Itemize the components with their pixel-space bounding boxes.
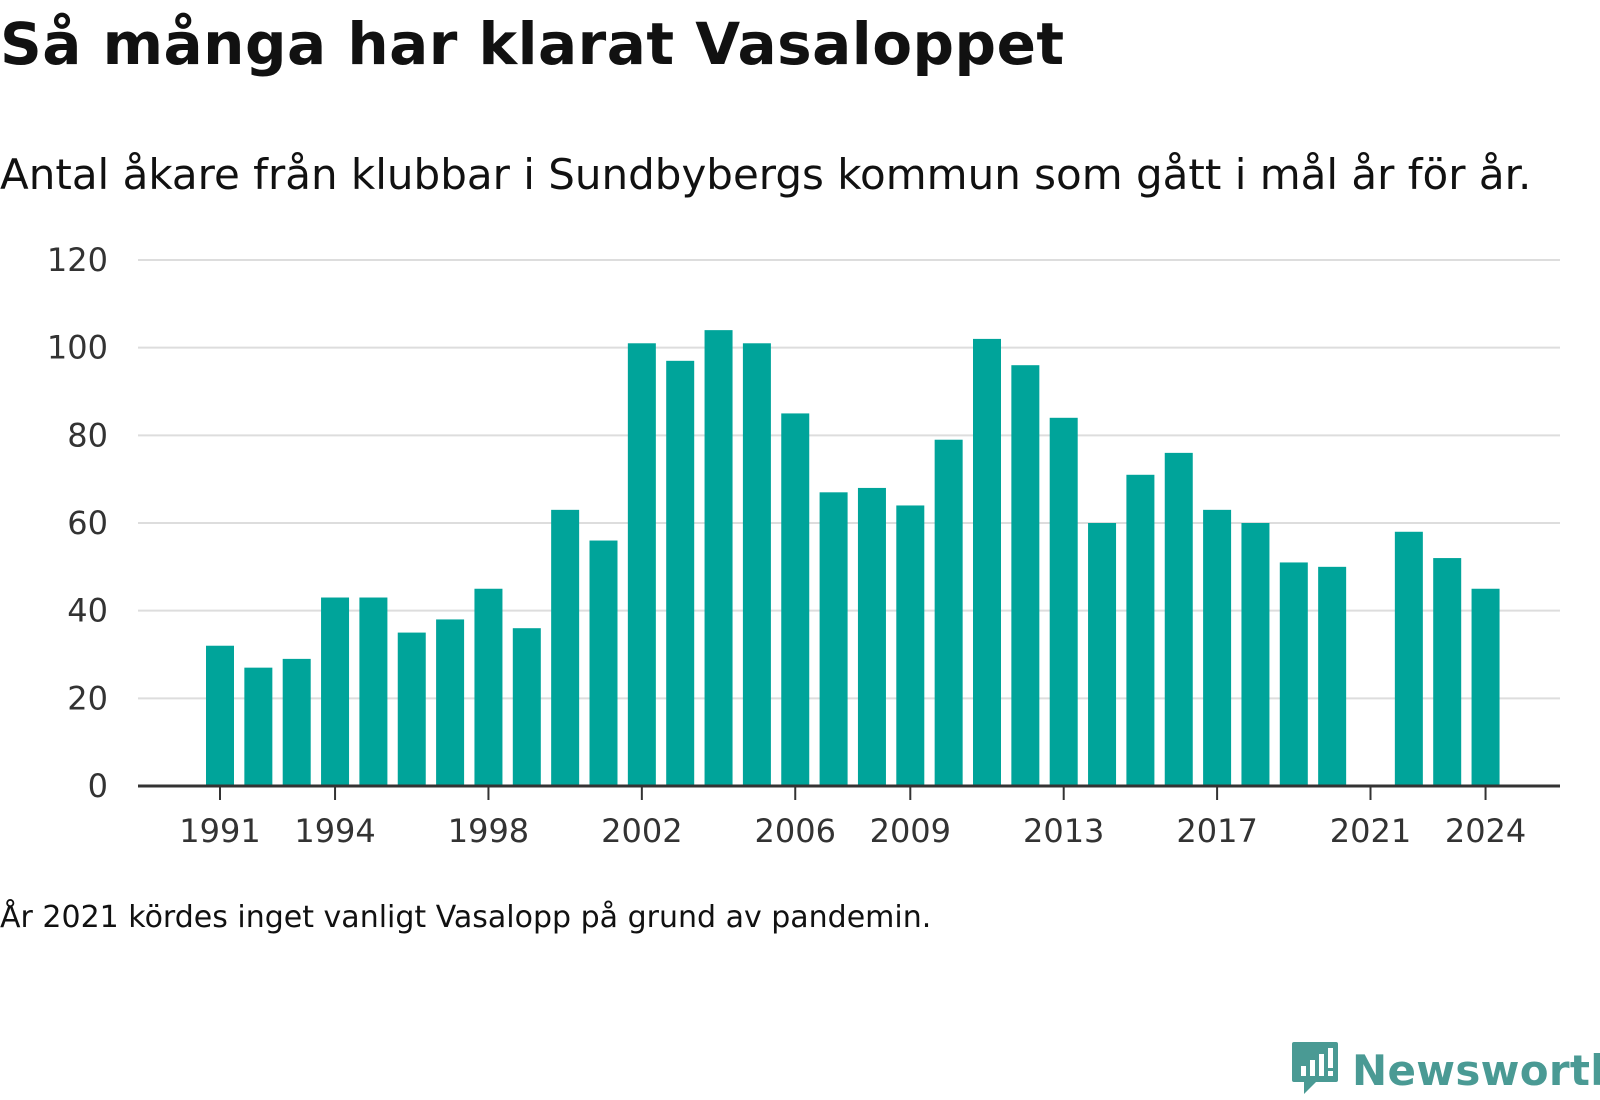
bar-2018 — [1241, 523, 1270, 786]
y-tick-label: 20 — [67, 679, 108, 717]
y-tick-label: 40 — [67, 592, 108, 630]
bar-1996 — [397, 632, 426, 786]
x-tick-label: 1998 — [448, 812, 529, 850]
bar-2016 — [1164, 452, 1193, 786]
y-tick-label: 60 — [67, 504, 108, 542]
bar-2009 — [896, 505, 925, 786]
bar-2003 — [666, 360, 695, 786]
x-tick-label: 2017 — [1176, 812, 1257, 850]
bar-2019 — [1279, 562, 1308, 786]
bar-1992 — [244, 667, 273, 786]
bar-1995 — [359, 597, 388, 786]
brand-logo: Newsworthy — [1290, 1040, 1600, 1100]
chart-bubble-icon — [1290, 1040, 1340, 1100]
x-axis: 1991 1994 1998 2002 2006 2009 2013 2017 2021 2024 — [179, 786, 1526, 850]
bar-2017 — [1203, 509, 1232, 786]
x-tick-label: 2021 — [1330, 812, 1411, 850]
bar-2008 — [857, 487, 886, 786]
bar-1999 — [512, 628, 541, 786]
bar-1991 — [206, 645, 234, 786]
bar-chart: 0 20 40 60 80 100 120 1991 1994 1998 2002 2006 2009… — [47, 241, 1560, 850]
gridlines — [138, 259, 1560, 700]
bar-2005 — [742, 343, 771, 786]
x-tick-label: 2013 — [1023, 812, 1104, 850]
x-tick-label: 1994 — [294, 812, 375, 850]
chart-title: Så många har klarat Vasaloppet — [0, 10, 1065, 78]
bar-2014 — [1088, 523, 1117, 786]
x-tick-label: 2024 — [1445, 812, 1526, 850]
chart-subtitle: Antal åkare från klubbar i Sundbybergs k… — [0, 150, 1532, 199]
x-tick-label: 1991 — [179, 812, 260, 850]
bar-2013 — [1049, 417, 1078, 786]
bars — [206, 330, 1500, 786]
bar-1998 — [474, 588, 503, 786]
bar-2007 — [819, 492, 848, 786]
bar-1994 — [321, 597, 350, 786]
bar-2020 — [1318, 566, 1347, 786]
y-tick-label: 0 — [88, 767, 108, 805]
footnote: År 2021 kördes inget vanligt Vasalopp på… — [0, 900, 932, 935]
y-tick-label: 120 — [47, 241, 108, 279]
bar-2000 — [551, 509, 580, 786]
bar-2015 — [1126, 474, 1155, 786]
x-tick-label: 2006 — [755, 812, 836, 850]
bar-1997 — [436, 619, 465, 786]
bar-2024 — [1471, 588, 1500, 786]
bar-2011 — [973, 338, 1001, 786]
y-axis: 0 20 40 60 80 100 120 — [47, 241, 108, 805]
bar-2004 — [704, 330, 733, 786]
y-tick-label: 80 — [67, 416, 108, 454]
bar-2010 — [934, 439, 963, 786]
brand-name: Newsworthy — [1352, 1045, 1600, 1095]
x-tick-label: 2009 — [870, 812, 951, 850]
x-tick-label: 2002 — [601, 812, 682, 850]
bar-2023 — [1433, 558, 1462, 786]
bar-2006 — [781, 413, 810, 786]
bar-2022 — [1394, 531, 1423, 786]
bar-1993 — [282, 658, 311, 786]
bar-2012 — [1011, 365, 1040, 786]
bar-2002 — [627, 343, 656, 786]
y-tick-label: 100 — [47, 329, 108, 367]
bar-2001 — [589, 540, 618, 786]
